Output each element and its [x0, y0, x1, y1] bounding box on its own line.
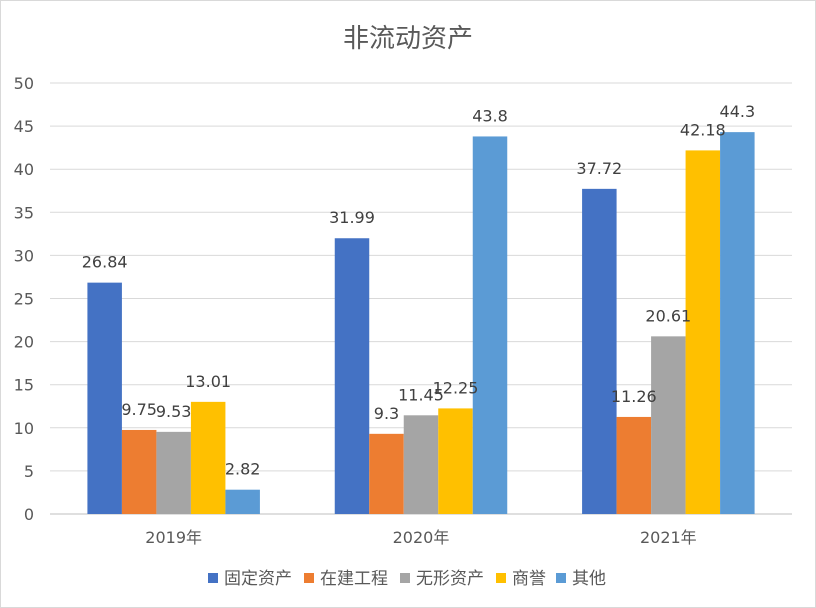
x-tick-label: 2019年	[145, 528, 202, 547]
legend-label: 商誉	[512, 569, 546, 589]
y-tick-label: 15	[14, 376, 34, 395]
data-label: 42.18	[680, 120, 726, 139]
data-label: 9.75	[121, 400, 157, 419]
x-tick-label: 2021年	[640, 528, 697, 547]
legend-label: 在建工程	[320, 569, 388, 589]
bar	[438, 408, 473, 514]
y-tick-label: 40	[14, 160, 34, 179]
data-label: 2.82	[225, 460, 261, 479]
data-label: 26.84	[82, 253, 128, 272]
legend-label: 其他	[572, 569, 606, 589]
data-label: 43.8	[472, 106, 508, 125]
legend-label: 无形资产	[416, 569, 484, 589]
data-label: 9.53	[156, 402, 192, 421]
bar	[720, 132, 755, 514]
bar	[582, 188, 617, 514]
bar	[472, 136, 508, 514]
bar	[651, 336, 686, 514]
legend-swatch	[304, 573, 314, 583]
legend-label: 固定资产	[224, 569, 292, 589]
chart-title: 非流动资产	[343, 24, 473, 54]
data-label: 31.99	[329, 208, 375, 227]
bar	[369, 433, 404, 514]
bar	[225, 489, 260, 514]
y-tick-label: 45	[14, 117, 34, 136]
legend-swatch	[496, 573, 506, 583]
y-tick-label: 20	[14, 333, 34, 352]
data-label: 12.25	[433, 378, 479, 397]
y-tick-label: 10	[14, 419, 34, 438]
legend-swatch	[208, 573, 218, 583]
bar	[156, 431, 191, 514]
data-label: 13.01	[185, 372, 231, 391]
y-tick-label: 35	[14, 203, 34, 222]
y-tick-label: 25	[14, 290, 34, 309]
bar	[616, 416, 652, 514]
y-tick-label: 50	[14, 74, 34, 93]
data-label: 20.61	[645, 306, 691, 325]
data-label: 11.26	[611, 387, 657, 406]
bar	[190, 401, 226, 514]
bar	[87, 282, 122, 514]
legend-swatch	[400, 573, 410, 583]
data-label: 11.45	[398, 385, 444, 404]
bar	[403, 415, 439, 514]
bar	[121, 429, 157, 514]
y-tick-label: 5	[24, 462, 34, 481]
y-tick-label: 30	[14, 246, 34, 265]
bar	[334, 238, 370, 514]
y-tick-label: 0	[24, 505, 34, 524]
bar	[685, 150, 721, 515]
x-tick-label: 2020年	[393, 528, 450, 547]
legend-swatch	[556, 573, 566, 583]
data-label: 9.3	[374, 404, 399, 423]
data-label: 44.3	[720, 102, 756, 121]
data-label: 37.72	[576, 159, 622, 178]
